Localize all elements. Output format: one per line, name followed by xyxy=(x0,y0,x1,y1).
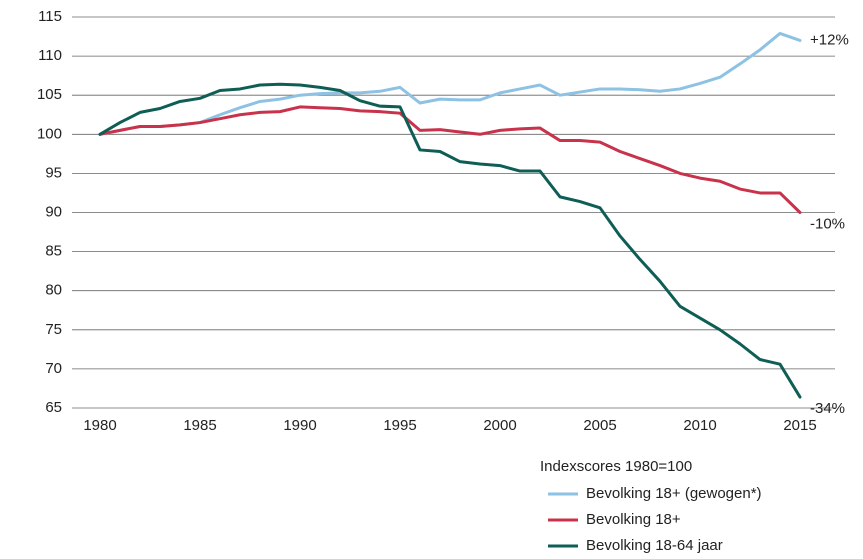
y-tick-label: 105 xyxy=(37,86,62,103)
legend-label: Bevolking 18+ (gewogen*) xyxy=(586,485,762,502)
series-line xyxy=(98,82,802,399)
y-tick-label: 85 xyxy=(45,243,62,260)
y-tick-label: 115 xyxy=(38,8,62,25)
legend-label: Bevolking 18-64 jaar xyxy=(586,537,723,554)
end-label: +12% xyxy=(810,31,849,48)
end-label: -10% xyxy=(810,215,845,232)
legend-title: Indexscores 1980=100 xyxy=(540,458,692,475)
series-line xyxy=(98,105,802,214)
x-tick-label: 1985 xyxy=(183,417,216,434)
legend-label: Bevolking 18+ xyxy=(586,511,681,528)
y-tick-label: 70 xyxy=(45,360,62,377)
end-label: -34% xyxy=(810,400,845,417)
y-tick-label: 90 xyxy=(45,203,62,220)
series-line xyxy=(98,31,802,136)
y-tick-label: 110 xyxy=(38,47,62,64)
x-tick-label: 1995 xyxy=(383,417,416,434)
y-tick-label: 75 xyxy=(45,321,62,338)
y-tick-label: 65 xyxy=(45,399,62,416)
x-tick-label: 2010 xyxy=(683,417,716,434)
x-tick-label: 2015 xyxy=(783,417,816,434)
x-tick-label: 2000 xyxy=(483,417,516,434)
x-tick-label: 1990 xyxy=(283,417,316,434)
x-tick-label: 2005 xyxy=(583,417,616,434)
x-tick-label: 1980 xyxy=(83,417,116,434)
y-tick-label: 100 xyxy=(37,125,62,142)
y-tick-label: 95 xyxy=(45,164,62,181)
y-tick-label: 80 xyxy=(45,282,62,299)
